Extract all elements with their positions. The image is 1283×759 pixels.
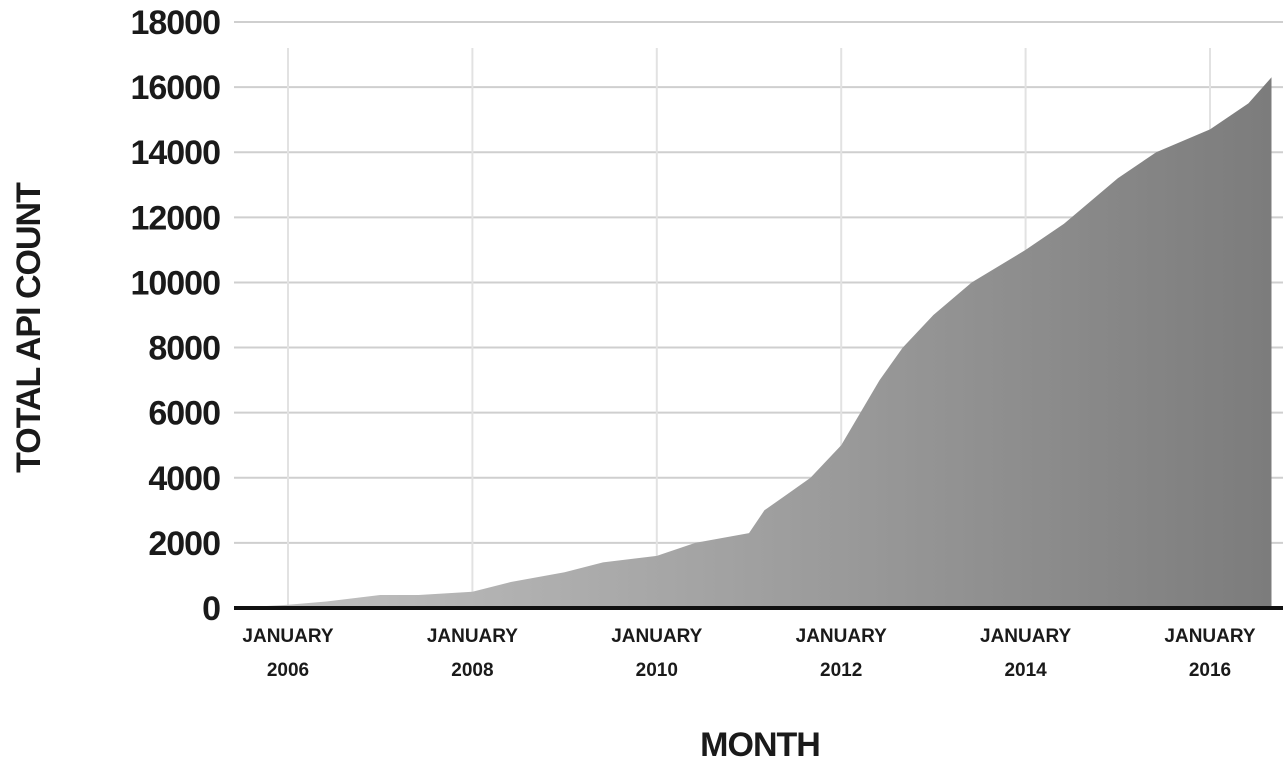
y-tick-label: 18000 xyxy=(130,4,220,42)
x-tick-label-month: JANUARY xyxy=(796,626,887,647)
x-axis-tick-labels: JANUARY 2006 JANUARY 2008 JANUARY 2010 JANUARY… xyxy=(242,626,1255,681)
x-tick-label-year: 2014 xyxy=(1004,660,1047,681)
x-tick-label-month: JANUARY xyxy=(980,626,1071,647)
y-tick-label: 6000 xyxy=(148,395,220,433)
api-count-area xyxy=(234,77,1272,609)
x-tick-label-month: JANUARY xyxy=(1164,626,1255,647)
y-axis-tick-labels: 0 2000 4000 6000 8000 10000 12000 14000 16000 180… xyxy=(130,4,221,628)
y-tick-label: 4000 xyxy=(148,460,220,498)
x-axis-title: MONTH xyxy=(700,726,820,759)
y-axis-title: TOTAL API COUNT xyxy=(10,182,48,473)
y-tick-label: 8000 xyxy=(148,330,220,368)
y-tick-label: 2000 xyxy=(148,525,220,563)
x-tick-label-month: JANUARY xyxy=(242,626,333,647)
x-tick-label-year: 2010 xyxy=(636,660,678,681)
y-tick-label: 12000 xyxy=(130,199,220,237)
area-series xyxy=(234,77,1283,610)
y-tick-label: 14000 xyxy=(130,134,220,172)
x-tick-label-year: 2006 xyxy=(267,660,309,681)
x-tick-label-year: 2008 xyxy=(451,660,493,681)
y-tick-label: 10000 xyxy=(130,264,220,302)
x-tick-label-month: JANUARY xyxy=(611,626,702,647)
x-tick-label-year: 2016 xyxy=(1189,660,1231,681)
x-tick-label-year: 2012 xyxy=(820,660,862,681)
y-tick-label: 16000 xyxy=(130,69,220,107)
y-tick-label: 0 xyxy=(202,590,220,628)
x-tick-label-month: JANUARY xyxy=(427,626,518,647)
